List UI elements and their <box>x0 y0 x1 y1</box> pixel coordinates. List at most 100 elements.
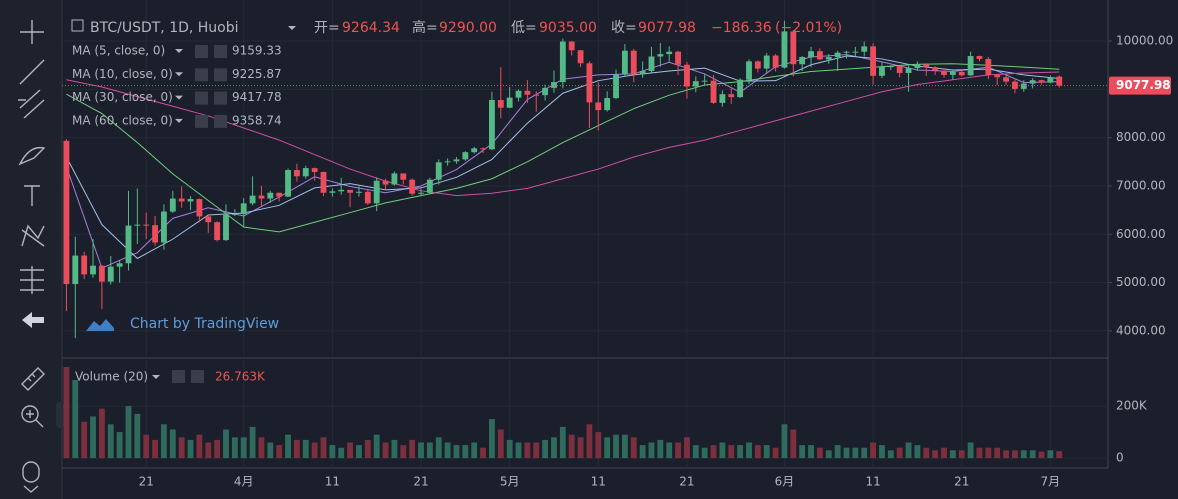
volume-bar <box>816 447 823 459</box>
volume-bar <box>1029 450 1036 459</box>
candle-body <box>1011 81 1018 89</box>
ruler-tool[interactable] <box>21 367 45 391</box>
x-tick-label: 21 <box>954 475 969 489</box>
close-button[interactable] <box>214 91 227 105</box>
volume-bar <box>577 437 584 459</box>
candle-body <box>692 81 699 87</box>
settings-button[interactable] <box>195 45 208 58</box>
close-button[interactable] <box>191 370 204 383</box>
volume-bar <box>746 442 752 459</box>
candle-body <box>267 192 274 199</box>
volume-bar <box>763 445 770 459</box>
volume-bar <box>825 450 832 459</box>
close-button[interactable] <box>214 68 227 82</box>
candle-body <box>559 41 566 83</box>
x-tick-label: 11 <box>865 475 880 489</box>
candle-body <box>347 189 354 193</box>
ma-value: 9417.78 <box>232 90 282 104</box>
volume-bar <box>391 439 398 459</box>
volume-bar <box>613 434 619 459</box>
collapse-handle[interactable] <box>56 402 64 428</box>
zoom-tool[interactable] <box>21 405 39 423</box>
text-tool[interactable] <box>24 185 40 206</box>
volume-bar <box>843 447 850 459</box>
candle-body <box>426 179 433 193</box>
candle-body <box>364 191 371 204</box>
y-tick-label: 6000.00 <box>1116 227 1166 241</box>
change-percent: (−2.01%) <box>775 20 842 36</box>
ma-value: 9358.74 <box>232 113 282 127</box>
y-tick-label: 7000.00 <box>1116 178 1166 192</box>
candle-body <box>488 99 495 150</box>
volume-bar <box>81 421 88 459</box>
dropdown-arrow[interactable] <box>175 72 183 77</box>
x-tick-label: 4月 <box>234 475 254 489</box>
zoom-plus[interactable] <box>26 410 44 428</box>
volume-bar <box>276 445 283 459</box>
last-price-tag <box>1109 76 1171 95</box>
magnet-tool[interactable] <box>22 461 40 483</box>
y-tick-label: 4000.00 <box>1116 323 1166 337</box>
candle-body <box>657 54 664 57</box>
candle-body <box>143 224 150 226</box>
candle-body <box>444 161 451 163</box>
volume-bar <box>870 442 877 459</box>
dropdown-arrow[interactable] <box>288 26 296 30</box>
candle-body <box>382 180 389 185</box>
candle-body <box>896 66 903 73</box>
volume-bar <box>941 447 947 459</box>
brush-tool[interactable] <box>18 146 46 166</box>
volume-bar <box>958 450 965 459</box>
expand-arrow[interactable] <box>23 485 39 493</box>
candle-body <box>462 152 469 160</box>
ma-name: MA (5, close, 0) <box>72 44 165 58</box>
volume-bar <box>719 442 726 459</box>
volume-bar <box>559 426 566 459</box>
volume-bar <box>240 437 247 459</box>
volume-bar <box>568 434 575 459</box>
volume-bar <box>426 442 433 459</box>
volume-bar <box>710 445 717 459</box>
candle-body <box>1056 76 1063 86</box>
settings-button[interactable] <box>195 91 208 105</box>
back-arrow[interactable] <box>22 312 44 328</box>
settings-button[interactable] <box>172 370 185 383</box>
dropdown-arrow[interactable] <box>152 375 160 379</box>
close-button[interactable] <box>214 114 227 128</box>
candle-body <box>311 168 318 172</box>
candle-body <box>302 168 309 177</box>
candle-body <box>169 198 176 212</box>
close-button[interactable] <box>214 45 227 58</box>
close-label: 收= <box>611 20 637 36</box>
dropdown-arrow[interactable] <box>175 95 183 100</box>
pattern-tool[interactable] <box>21 224 45 247</box>
x-tick-label: 5月 <box>500 475 520 489</box>
crosshair-tool[interactable] <box>20 20 44 44</box>
settings-button[interactable] <box>195 68 208 82</box>
tool-icons[interactable] <box>18 20 64 493</box>
volume-bar <box>976 447 983 459</box>
last-price-label: 9077.98 <box>1116 78 1171 92</box>
collapse-box[interactable] <box>71 19 84 32</box>
candle-body <box>746 61 752 80</box>
dropdown-arrow[interactable] <box>175 118 183 123</box>
y-tick-label: 5000.00 <box>1116 275 1166 289</box>
candle-body <box>595 102 602 111</box>
x-tick-label: 7月 <box>1041 475 1061 489</box>
candle-body <box>240 203 247 215</box>
candle-body <box>107 266 114 282</box>
open-value: 9264.34 <box>342 20 400 36</box>
settings-button[interactable] <box>195 114 208 128</box>
volume-bar <box>480 447 486 459</box>
fib-tool[interactable] <box>18 89 45 119</box>
volume-bar <box>648 442 655 459</box>
candle-body <box>161 211 167 243</box>
candle-body <box>533 94 540 96</box>
volume-bar <box>834 445 841 459</box>
candle-body <box>373 180 380 204</box>
forecast-tool[interactable] <box>20 266 44 294</box>
volume-bar <box>63 367 70 459</box>
dropdown-arrow[interactable] <box>175 49 183 53</box>
candle-body <box>125 225 132 264</box>
line-tool[interactable] <box>19 59 45 85</box>
